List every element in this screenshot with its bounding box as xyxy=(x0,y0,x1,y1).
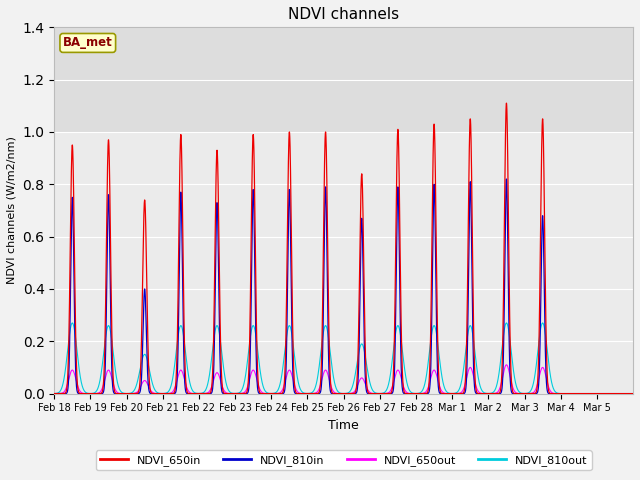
Line: NDVI_650out: NDVI_650out xyxy=(54,365,633,394)
NDVI_650in xyxy=(502,100,510,106)
NDVI_650out xyxy=(51,391,58,396)
NDVI_650in xyxy=(629,391,637,396)
Line: NDVI_810out: NDVI_810out xyxy=(54,323,633,394)
NDVI_650in xyxy=(511,391,518,396)
NDVI_810in xyxy=(629,391,637,396)
NDVI_650out xyxy=(629,391,637,396)
Text: BA_met: BA_met xyxy=(63,36,113,49)
NDVI_810out xyxy=(260,385,268,391)
NDVI_810in xyxy=(418,391,426,396)
NDVI_650in xyxy=(418,391,426,396)
NDVI_810in xyxy=(502,176,510,182)
NDVI_810in xyxy=(511,391,518,396)
NDVI_650out xyxy=(393,369,401,374)
NDVI_650out xyxy=(418,391,426,396)
NDVI_810in xyxy=(479,391,487,396)
X-axis label: Time: Time xyxy=(328,419,359,432)
Title: NDVI channels: NDVI channels xyxy=(288,7,399,22)
NDVI_810in xyxy=(260,391,268,396)
NDVI_650out xyxy=(502,362,510,368)
NDVI_650in xyxy=(260,391,268,396)
NDVI_650out xyxy=(479,391,487,396)
NDVI_650in xyxy=(616,391,623,396)
NDVI_650in xyxy=(479,391,487,396)
NDVI_810out xyxy=(393,324,401,330)
NDVI_810in xyxy=(393,232,401,238)
NDVI_810out xyxy=(479,389,487,395)
NDVI_810out xyxy=(79,386,87,392)
NDVI_650out xyxy=(260,390,268,396)
NDVI_810out xyxy=(629,391,637,396)
Y-axis label: NDVI channels (W/m2/nm): NDVI channels (W/m2/nm) xyxy=(7,136,17,284)
NDVI_650in xyxy=(51,391,58,396)
NDVI_810out xyxy=(511,373,518,379)
NDVI_650in xyxy=(79,391,87,396)
NDVI_650out xyxy=(511,388,518,394)
Bar xyxy=(54,27,633,132)
NDVI_810in xyxy=(51,391,58,396)
NDVI_810out xyxy=(418,388,426,394)
Legend: NDVI_650in, NDVI_810in, NDVI_650out, NDVI_810out: NDVI_650in, NDVI_810in, NDVI_650out, NDV… xyxy=(95,450,591,470)
NDVI_810out xyxy=(51,391,58,396)
NDVI_650in xyxy=(393,169,401,175)
NDVI_810in xyxy=(602,391,609,396)
Line: NDVI_650in: NDVI_650in xyxy=(54,103,633,394)
NDVI_650out xyxy=(79,391,87,396)
NDVI_810out xyxy=(68,320,76,326)
Line: NDVI_810in: NDVI_810in xyxy=(54,179,633,394)
NDVI_810in xyxy=(79,391,87,396)
